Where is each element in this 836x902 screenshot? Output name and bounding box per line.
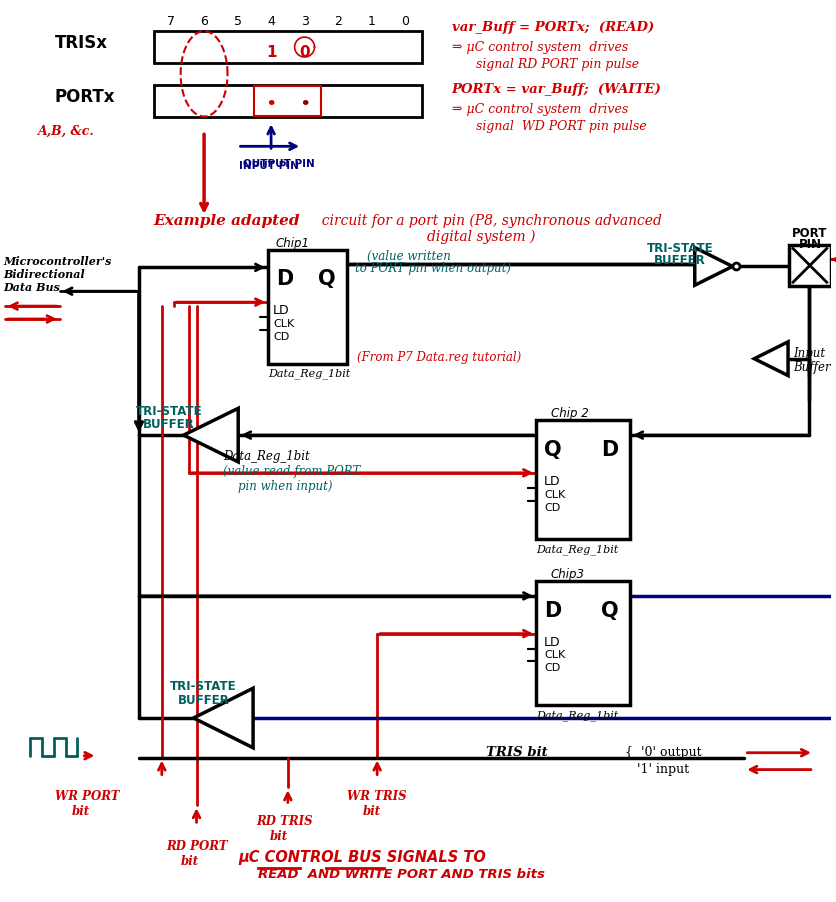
Polygon shape bbox=[753, 342, 788, 375]
Text: WR TRIS: WR TRIS bbox=[347, 790, 406, 804]
Text: pin when input): pin when input) bbox=[238, 480, 332, 492]
Text: var_Buff = PORTx;  (READ): var_Buff = PORTx; (READ) bbox=[451, 22, 653, 34]
Text: bit: bit bbox=[181, 855, 198, 868]
Text: PORTx = var_Buff;  (WAITE): PORTx = var_Buff; (WAITE) bbox=[451, 83, 660, 96]
Polygon shape bbox=[183, 409, 238, 462]
Text: Q: Q bbox=[600, 601, 618, 621]
Text: Data Bus: Data Bus bbox=[3, 282, 60, 293]
Text: READ  AND WRITE PORT AND TRIS bits: READ AND WRITE PORT AND TRIS bits bbox=[257, 868, 544, 881]
Text: OUTPUT PIN: OUTPUT PIN bbox=[242, 160, 314, 170]
Polygon shape bbox=[193, 688, 252, 748]
Text: TRI-STATE: TRI-STATE bbox=[645, 242, 712, 254]
Text: Data_Reg_1bit: Data_Reg_1bit bbox=[223, 450, 309, 463]
Text: D: D bbox=[543, 601, 560, 621]
Text: to PORT pin when output): to PORT pin when output) bbox=[355, 262, 511, 275]
Text: μC CONTROL BUS SIGNALS TO: μC CONTROL BUS SIGNALS TO bbox=[238, 850, 486, 865]
Bar bbox=[788, 244, 830, 286]
Text: CD: CD bbox=[543, 502, 559, 512]
Text: •: • bbox=[298, 96, 310, 114]
Text: Microcontroller's: Microcontroller's bbox=[3, 256, 111, 268]
Text: circuit for a port pin (P8, synchronous advanced: circuit for a port pin (P8, synchronous … bbox=[313, 214, 660, 228]
Text: signal  WD PORT pin pulse: signal WD PORT pin pulse bbox=[476, 119, 646, 133]
Text: Data_Reg_1bit: Data_Reg_1bit bbox=[268, 369, 349, 380]
Text: Q: Q bbox=[543, 440, 561, 460]
Text: Input: Input bbox=[792, 346, 824, 360]
Text: 6: 6 bbox=[200, 15, 208, 28]
Text: CLK: CLK bbox=[543, 490, 564, 500]
Text: Data_Reg_1bit: Data_Reg_1bit bbox=[535, 710, 618, 721]
Bar bbox=[254, 86, 321, 115]
Text: 2: 2 bbox=[334, 15, 342, 28]
Text: digital system ): digital system ) bbox=[426, 230, 534, 244]
Text: TRI-STATE: TRI-STATE bbox=[135, 405, 201, 419]
Text: RD PORT: RD PORT bbox=[166, 840, 228, 853]
Text: CLK: CLK bbox=[273, 319, 293, 329]
Text: Example adapted: Example adapted bbox=[154, 214, 300, 228]
Bar bbox=[268, 250, 347, 364]
Text: 1: 1 bbox=[266, 44, 276, 60]
Text: Chip3: Chip3 bbox=[550, 568, 584, 581]
Text: WR PORT: WR PORT bbox=[54, 790, 119, 804]
Text: (value read from PORT: (value read from PORT bbox=[223, 465, 360, 478]
Polygon shape bbox=[694, 247, 732, 285]
Text: TRISx: TRISx bbox=[54, 34, 108, 52]
Text: D: D bbox=[600, 440, 618, 460]
Text: CD: CD bbox=[543, 663, 559, 674]
Text: signal RD PORT pin pulse: signal RD PORT pin pulse bbox=[476, 58, 639, 71]
Bar bbox=[535, 581, 630, 705]
Text: Q: Q bbox=[318, 270, 335, 290]
Text: BUFFER: BUFFER bbox=[177, 695, 229, 707]
Bar bbox=[154, 32, 421, 63]
Text: ⇒ μC control system  drives: ⇒ μC control system drives bbox=[451, 103, 627, 115]
Text: '1' input: '1' input bbox=[624, 763, 689, 776]
Text: Data_Reg_1bit: Data_Reg_1bit bbox=[535, 544, 618, 555]
Text: (From P7 Data.reg tutorial): (From P7 Data.reg tutorial) bbox=[357, 351, 521, 364]
Text: Bidirectional: Bidirectional bbox=[3, 270, 84, 281]
Text: bit: bit bbox=[362, 805, 380, 818]
Text: bit: bit bbox=[270, 830, 288, 843]
Text: 4: 4 bbox=[267, 15, 275, 28]
Text: 0: 0 bbox=[299, 44, 309, 60]
Text: A,B, &c.: A,B, &c. bbox=[38, 124, 94, 137]
Text: 1: 1 bbox=[367, 15, 375, 28]
Text: BUFFER: BUFFER bbox=[653, 254, 705, 268]
Text: PIN: PIN bbox=[798, 237, 820, 251]
Text: ⇒ μC control system  drives: ⇒ μC control system drives bbox=[451, 41, 627, 54]
Text: RD TRIS: RD TRIS bbox=[256, 815, 313, 828]
Text: 7: 7 bbox=[166, 15, 175, 28]
Text: LD: LD bbox=[273, 304, 289, 318]
Text: PORT: PORT bbox=[791, 226, 827, 240]
Text: D: D bbox=[276, 270, 293, 290]
Text: (value written: (value written bbox=[367, 250, 451, 262]
Text: Buffer: Buffer bbox=[792, 361, 829, 373]
Text: PORTx: PORTx bbox=[54, 87, 115, 106]
Bar bbox=[535, 420, 630, 539]
Text: bit: bit bbox=[71, 805, 89, 818]
Text: Chip 2: Chip 2 bbox=[550, 408, 588, 420]
Text: LD: LD bbox=[543, 474, 560, 488]
Text: 3: 3 bbox=[300, 15, 308, 28]
Text: BUFFER: BUFFER bbox=[143, 419, 194, 431]
Text: INPUT PIN: INPUT PIN bbox=[239, 161, 298, 171]
Text: LD: LD bbox=[543, 636, 560, 649]
Text: TRIS bit: TRIS bit bbox=[486, 746, 548, 759]
Text: Chip1: Chip1 bbox=[276, 236, 309, 250]
Text: {  '0' output: { '0' output bbox=[624, 746, 701, 759]
Bar bbox=[154, 85, 421, 116]
Text: TRI-STATE: TRI-STATE bbox=[170, 680, 237, 694]
Text: 5: 5 bbox=[233, 15, 242, 28]
Text: 0: 0 bbox=[400, 15, 409, 28]
Text: •: • bbox=[265, 96, 277, 114]
Text: CD: CD bbox=[273, 332, 289, 342]
Text: CLK: CLK bbox=[543, 650, 564, 660]
